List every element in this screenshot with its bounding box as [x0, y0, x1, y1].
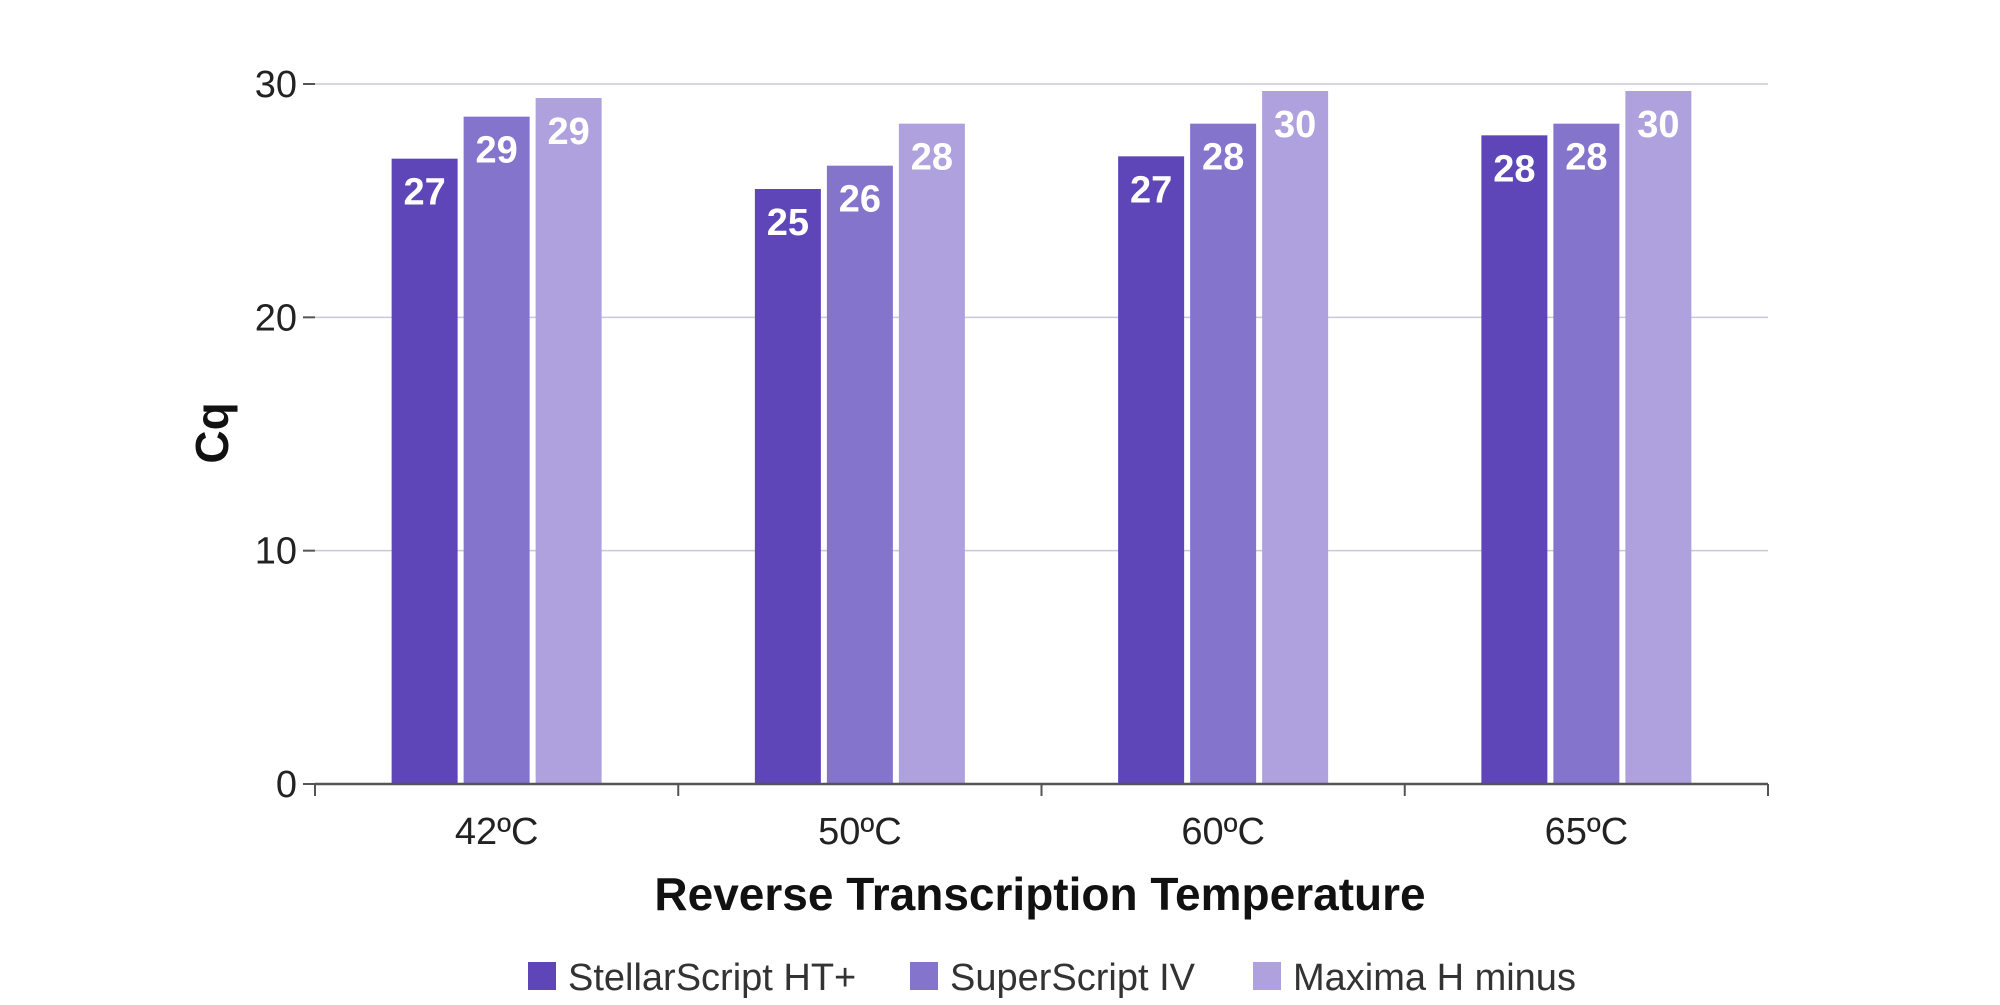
- data-label: 29: [475, 130, 517, 172]
- legend-label: StellarScript HT+: [568, 957, 856, 999]
- y-tick-label: 20: [255, 297, 297, 339]
- bar: [1262, 91, 1329, 784]
- y-axis-title: Cq: [186, 402, 238, 463]
- bar: [1118, 156, 1185, 785]
- data-label: 28: [1565, 137, 1607, 179]
- data-label: 27: [403, 172, 445, 214]
- bar: [1553, 123, 1620, 784]
- data-label: 28: [1202, 137, 1244, 179]
- x-tick-label: 50ºC: [818, 811, 902, 853]
- y-tick-label: 0: [276, 764, 297, 806]
- x-axis-title: Reverse Transcription Temperature: [654, 868, 1425, 920]
- bar: [754, 189, 821, 784]
- gridlines: [315, 83, 1768, 552]
- bar: [898, 123, 965, 784]
- legend: StellarScript HT+ SuperScript IV Maxima H …: [528, 957, 1576, 999]
- bar: [1625, 91, 1692, 784]
- bar: [826, 165, 893, 784]
- data-label: 29: [547, 111, 589, 153]
- legend-label: Maxima H minus: [1293, 957, 1576, 999]
- data-label: 27: [1130, 169, 1172, 211]
- y-tick-label: 30: [255, 64, 297, 106]
- x-tick-label: 42ºC: [455, 811, 539, 853]
- bar: [1481, 135, 1548, 785]
- axes: 0 10 20 30 42ºC 50ºC 60ºC 65ºC: [255, 64, 1769, 853]
- data-label: 28: [911, 137, 953, 179]
- y-tick-label: 10: [255, 531, 297, 573]
- legend-swatch: [1253, 962, 1281, 990]
- data-label: 25: [767, 202, 809, 244]
- data-label: 30: [1637, 104, 1679, 146]
- bars: 27 29 29 25 26 28 27 28 30 28 28 30: [391, 91, 1692, 785]
- legend-swatch: [528, 962, 556, 990]
- data-label: 28: [1493, 148, 1535, 190]
- bar: [1190, 123, 1257, 784]
- legend-label: SuperScript IV: [950, 957, 1196, 999]
- data-label: 26: [839, 179, 881, 221]
- bar: [463, 116, 530, 784]
- data-label: 30: [1274, 104, 1316, 146]
- x-tick-label: 60ºC: [1181, 811, 1265, 853]
- x-tick-label: 65ºC: [1545, 811, 1629, 853]
- legend-swatch: [910, 962, 938, 990]
- bar: [535, 98, 602, 784]
- bar: [391, 158, 458, 784]
